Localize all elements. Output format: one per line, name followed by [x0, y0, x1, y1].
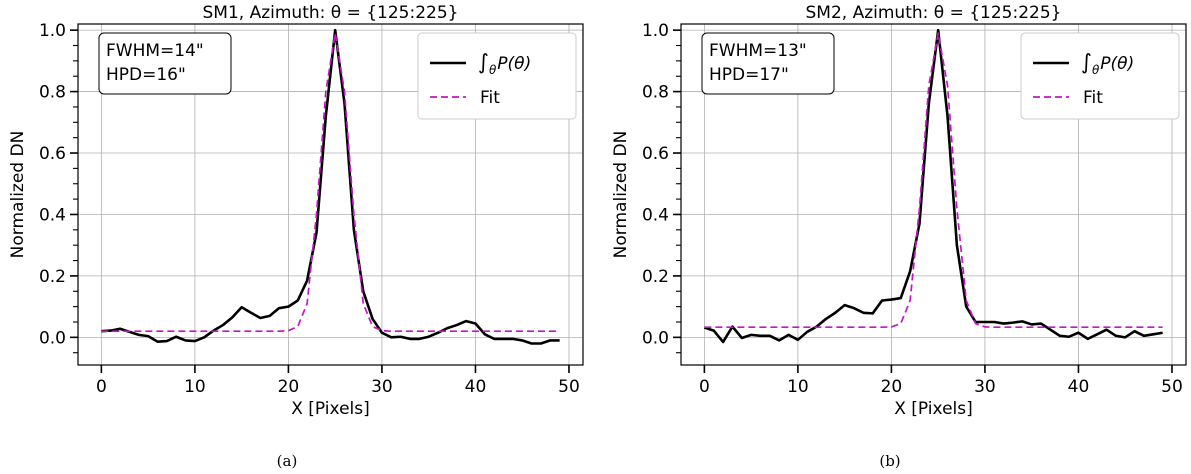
annotation-line: HPD=17": [709, 65, 789, 85]
x-tick-label: 40: [465, 377, 487, 397]
legend-fit-label: Fit: [1083, 88, 1103, 108]
y-axis-label: Normalized DN: [611, 131, 631, 259]
chart-title: SM2, Azimuth: θ = {125:225}: [806, 3, 1062, 23]
panel-caption: (b): [879, 452, 900, 470]
x-tick-label: 10: [184, 377, 206, 397]
legend-data-label: ∫θP(θ): [478, 50, 531, 77]
chart-panel-a: 0.0 0.2 0.4 0.6 0.8 1.0 0 10 20 30 40 50 SM1, Azimut…: [8, 3, 584, 470]
annotation-line: FWHM=13": [709, 41, 807, 61]
annotation-box: FWHM=14" HPD=16": [98, 32, 232, 95]
plot-frame: [77, 23, 584, 366]
legend-data-label: ∫θP(θ): [1081, 50, 1134, 77]
y-tick-label: 0.4: [39, 205, 66, 225]
annotation-frame: [98, 32, 232, 95]
fit-line: [101, 32, 560, 333]
panel-caption: (a): [277, 452, 298, 470]
y-tick-label: 1.0: [39, 21, 66, 41]
annotation-line: FWHM=14": [106, 41, 204, 61]
x-axis-label: X [Pixels]: [291, 399, 370, 419]
legend-fit-label: Fit: [480, 88, 500, 108]
annotation-box: FWHM=13" HPD=17": [701, 32, 835, 95]
fit-line: [704, 32, 1163, 329]
y-tick-label: 0.0: [642, 328, 669, 348]
y-tick-label: 0.2: [39, 267, 66, 287]
y-tick-label: 0.6: [642, 144, 669, 164]
x-tick-label: 0: [699, 377, 710, 397]
y-tick-label: 0.4: [642, 205, 669, 225]
y-tick-label: 0.8: [39, 83, 66, 103]
legend: ∫θP(θ) Fit: [417, 32, 577, 120]
x-axis-label: X [Pixels]: [894, 399, 973, 419]
x-tick-label: 0: [96, 377, 107, 397]
chart-title: SM1, Azimuth: θ = {125:225}: [203, 3, 459, 23]
y-tick-label: 0.8: [642, 83, 669, 103]
annotation-frame: [701, 32, 835, 95]
y-tick-label: 1.0: [642, 21, 669, 41]
x-tick-label: 30: [974, 377, 996, 397]
x-tick-label: 20: [278, 377, 300, 397]
x-tick-label: 10: [787, 377, 809, 397]
y-tick-label: 0.2: [642, 267, 669, 287]
x-tick-label: 20: [881, 377, 903, 397]
x-tick-label: 30: [371, 377, 393, 397]
legend: ∫θP(θ) Fit: [1020, 32, 1180, 120]
y-axis-label: Normalized DN: [8, 131, 28, 259]
x-tick-label: 40: [1068, 377, 1090, 397]
chart-panel-b: 0.0 0.2 0.4 0.6 0.8 1.0 0 10 20 30 40 50 SM2, Azimut…: [611, 3, 1187, 470]
data-line: [101, 28, 560, 345]
x-tick-label: 50: [558, 377, 580, 397]
data-line: [703, 28, 1163, 344]
y-tick-label: 0.6: [39, 144, 66, 164]
annotation-line: HPD=16": [106, 65, 186, 85]
x-tick-label: 50: [1161, 377, 1183, 397]
plot-frame: [680, 23, 1187, 366]
y-tick-label: 0.0: [39, 328, 66, 348]
